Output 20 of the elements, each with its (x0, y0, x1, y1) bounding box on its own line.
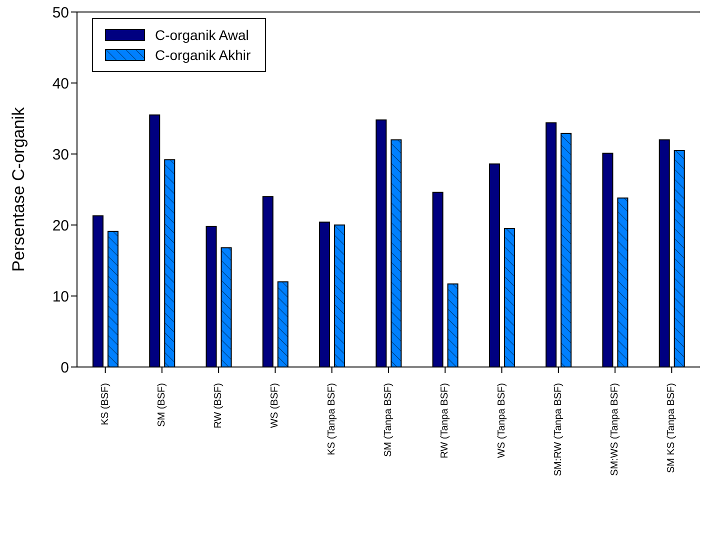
y-axis-title: Persentase C-organik (9, 106, 28, 272)
x-tick-label: SM (Tanpa BSF) (383, 383, 394, 457)
x-tick-label: SM KS (Tanpa BSF) (666, 383, 678, 474)
x-tick-label: SM:WS (Tanpa BSF) (610, 383, 621, 476)
legend-label: C-organik Akhir (155, 47, 251, 63)
legend-label: C-organik Awal (155, 27, 249, 43)
y-tick-label: 30 (52, 146, 69, 164)
x-tick-label: SM (BSF) (156, 383, 168, 427)
y-tick-label: 50 (52, 4, 69, 22)
y-tick-label: 40 (52, 75, 69, 92)
x-tick-label: KS (BSF) (100, 383, 111, 426)
x-tick-label: RW (Tanpa BSF) (440, 383, 451, 458)
x-tick-label: KS (Tanpa BSF) (326, 383, 338, 456)
x-tick-label: WS (Tanpa BSF) (496, 383, 508, 458)
x-tick-label: WS (BSF) (270, 383, 281, 428)
y-tick-label: 10 (52, 288, 69, 306)
y-tick-label: 0 (60, 359, 69, 376)
y-tick-label: 20 (52, 217, 69, 234)
x-tick-label: SM:RW (Tanpa BSF) (552, 383, 564, 476)
x-tick-label: RW (BSF) (213, 383, 224, 428)
